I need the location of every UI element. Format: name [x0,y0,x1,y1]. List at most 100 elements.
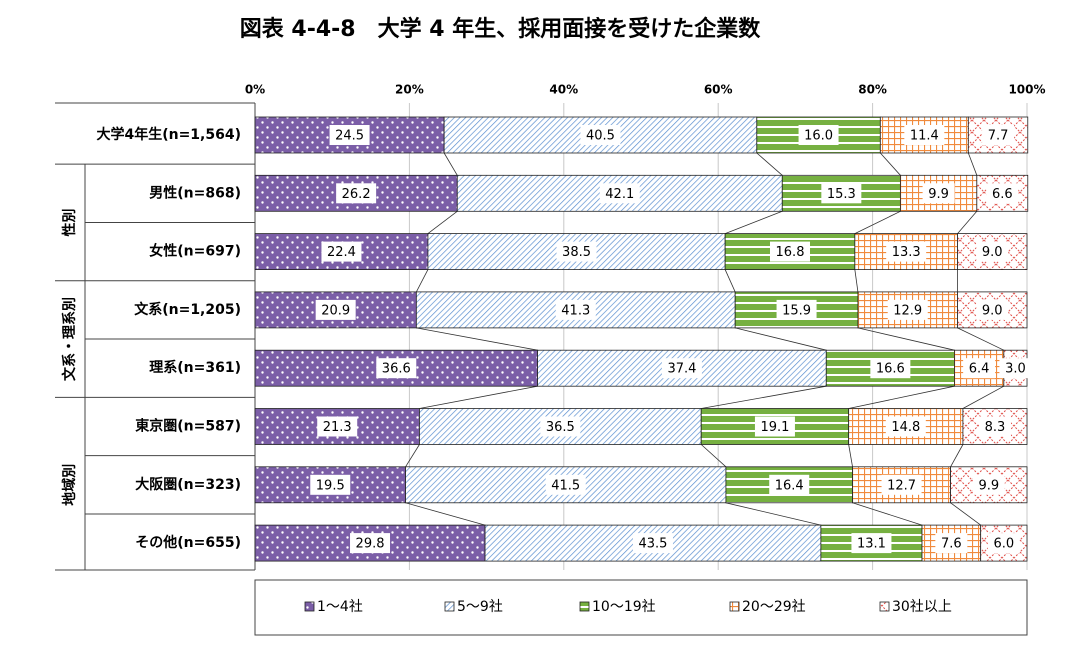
value-label-box [886,241,927,262]
y-tick-label: 大阪圏(n=323) [135,476,241,493]
value-label-box [661,358,702,379]
value-label: 15.3 [827,187,856,202]
value-label: 13.1 [857,537,886,552]
value-label-box [851,533,892,554]
value-label: 36.5 [546,420,575,435]
connector [416,327,538,351]
value-label: 24.5 [335,129,364,144]
value-label-box [972,474,1005,495]
value-label-box [769,474,810,495]
value-label-box [881,474,922,495]
connector [950,444,964,467]
legend-swatch [729,601,740,612]
value-label: 9.0 [982,303,1003,318]
legend-label: 20～29社 [742,599,806,615]
value-label-box [310,474,351,495]
value-label-box [317,416,358,437]
legend-label: 30社以上 [892,599,952,615]
value-label: 20.9 [321,303,350,318]
legend-swatch [304,601,315,612]
x-tick-label: 20% [395,83,424,97]
group-label: 文系・理系別 [61,297,78,381]
connector [880,152,901,176]
value-label-box [982,125,1015,145]
connector [857,327,955,351]
value-label: 16.0 [804,129,833,144]
value-label-box [986,183,1019,204]
group-label: 地域別 [61,464,78,506]
value-label: 19.1 [760,420,789,435]
connector [724,269,736,293]
bar-segment [957,291,1028,329]
value-label: 40.5 [586,129,615,144]
value-label-box [545,474,586,495]
y-tick-label: 女性(n=697) [149,243,241,260]
legend-swatch [444,601,455,612]
connector [725,210,783,234]
connector [405,444,420,468]
value-label: 12.9 [893,303,922,318]
value-label: 9.9 [928,187,949,202]
value-label: 8.3 [985,420,1006,435]
value-label: 37.4 [667,362,696,377]
value-label-box [769,241,810,262]
value-label: 14.8 [891,420,920,435]
value-label: 26.2 [342,187,371,202]
value-label-box [376,358,417,379]
value-label: 6.6 [992,187,1013,202]
x-tick-label: 100% [1008,83,1045,97]
value-label-box [329,125,370,145]
value-label: 42.1 [605,187,634,202]
value-label-box [987,533,1020,554]
y-tick-label: 文系(n=1,205) [134,301,241,318]
connector [756,152,783,176]
value-label: 9.9 [978,478,999,493]
x-tick-label: 40% [549,83,578,97]
connector [419,385,538,409]
legend-swatch [579,601,590,612]
connector [967,152,978,176]
value-label-box [887,299,928,320]
connector [957,327,1005,351]
value-label-box [632,533,673,554]
value-label-box [999,358,1032,379]
value-label: 22.4 [327,245,356,260]
value-label: 43.5 [638,537,667,552]
connector [848,444,853,467]
value-label-box [336,183,377,204]
value-label: 7.6 [941,537,962,552]
connector [854,269,859,292]
connector [701,385,827,409]
value-label: 12.7 [887,478,916,493]
connector [957,211,978,234]
value-label-box [776,299,817,320]
connector [405,502,486,526]
value-label-box [963,358,996,379]
value-label-box [935,533,968,554]
value-label-box [555,299,596,320]
value-label-box [599,183,640,204]
legend-swatch [879,601,890,612]
value-label: 16.8 [776,245,805,260]
value-label: 41.3 [561,303,590,318]
connector [735,327,827,351]
value-label: 21.3 [323,420,352,435]
bar-segment [415,291,736,329]
legend-box [254,579,1028,636]
value-label: 15.9 [782,303,811,318]
value-label-box [350,533,391,554]
value-label-box [922,183,955,204]
y-tick-label: 大学4年生(n=1,564) [96,126,241,143]
bar-segment [456,174,783,212]
bar-segment [443,116,758,154]
value-label-box [754,416,795,437]
connector [962,385,1005,409]
y-tick-label: その他(n=655) [135,534,241,551]
legend-label: 10～19社 [592,599,656,615]
value-label: 16.6 [876,362,905,377]
chart-title: 図表 4-4-8 大学 4 年生、採用面接を受けた企業数 [240,16,761,42]
value-label: 9.0 [982,245,1003,260]
value-label: 3.0 [1005,362,1026,377]
value-label-box [885,416,926,437]
connector [427,210,458,234]
